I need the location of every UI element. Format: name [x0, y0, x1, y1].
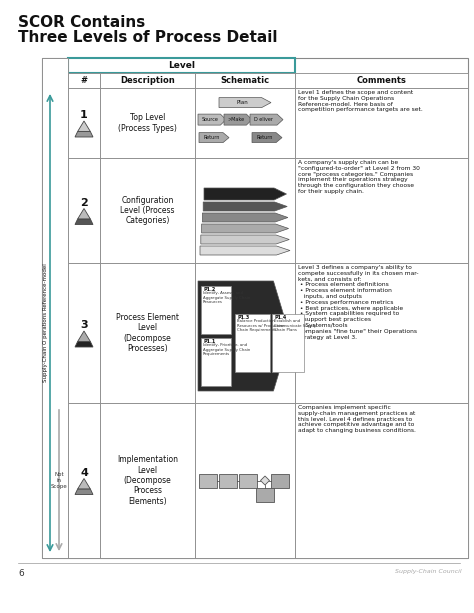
Text: P1.2: P1.2 [204, 287, 216, 292]
Bar [219, 473, 237, 487]
Text: Schematic: Schematic [220, 76, 270, 85]
Bar [195, 263, 295, 403]
Bar [295, 88, 468, 158]
Bar [195, 158, 295, 263]
Polygon shape [198, 114, 226, 125]
Bar [195, 403, 295, 558]
Bar [68, 403, 100, 558]
Bar [235, 314, 270, 371]
Bar [295, 403, 468, 558]
Text: Configuration
Level (Process
Categories): Configuration Level (Process Categories) [120, 196, 175, 226]
Text: 1: 1 [80, 110, 88, 120]
Bar [195, 88, 295, 158]
Bar [42, 58, 68, 558]
Text: Process Element
Level
(Decompose
Processes): Process Element Level (Decompose Process… [116, 313, 179, 353]
Text: Return: Return [203, 135, 220, 140]
Polygon shape [201, 224, 289, 233]
Bar [295, 158, 468, 263]
Bar [100, 88, 195, 158]
Polygon shape [219, 97, 271, 108]
Text: Level: Level [168, 61, 195, 70]
Bar [42, 58, 468, 558]
Bar [100, 403, 195, 558]
Text: A company's supply chain can be
"configured-to-order" at Level 2 from 30
core "p: A company's supply chain can be "configu… [298, 160, 420, 194]
Polygon shape [201, 235, 289, 244]
Bar [195, 73, 295, 88]
Text: Top Level
(Process Types): Top Level (Process Types) [118, 113, 177, 132]
Bar [100, 73, 195, 88]
Polygon shape [78, 208, 91, 219]
Text: Supply-Chain O perations Reference-model: Supply-Chain O perations Reference-model [44, 264, 48, 383]
Text: Three Levels of Process Detail: Three Levels of Process Detail [18, 30, 277, 45]
Polygon shape [202, 213, 288, 222]
Text: Return: Return [256, 135, 273, 140]
Text: Level 3 defines a company's ability to
compete successfully in its chosen mar-
k: Level 3 defines a company's ability to c… [298, 265, 419, 340]
Text: Not
in
Scope: Not in Scope [51, 472, 67, 489]
Bar [201, 338, 231, 386]
Text: >Make: >Make [227, 117, 244, 122]
Text: 4: 4 [80, 468, 88, 478]
Text: Plan: Plan [236, 100, 248, 105]
Polygon shape [78, 331, 91, 341]
Polygon shape [78, 121, 91, 131]
Bar [68, 73, 100, 88]
Text: 6: 6 [18, 569, 24, 578]
Text: 2: 2 [80, 197, 88, 207]
Text: #: # [81, 76, 88, 85]
Bar [68, 158, 100, 263]
Text: Implementation
Level
(Decompose
Process
Elements): Implementation Level (Decompose Process … [117, 455, 178, 506]
Polygon shape [204, 188, 286, 200]
Bar [199, 473, 217, 487]
Text: P1.3: P1.3 [238, 315, 250, 320]
Text: Comments: Comments [356, 76, 406, 85]
Text: Description: Description [120, 76, 175, 85]
Polygon shape [261, 476, 270, 485]
Polygon shape [198, 281, 290, 391]
Bar [100, 158, 195, 263]
Bar [272, 314, 304, 371]
Bar [68, 58, 295, 73]
Text: 3: 3 [80, 320, 88, 330]
Polygon shape [252, 132, 282, 143]
Text: Companies implement specific
supply-chain management practices at
this level. Le: Companies implement specific supply-chai… [298, 405, 416, 433]
Text: Source: Source [201, 117, 218, 122]
Text: P1.1: P1.1 [204, 339, 216, 344]
Text: Level 1 defines the scope and content
for the Supply Chain Operations
Reference-: Level 1 defines the scope and content fo… [298, 90, 423, 112]
Polygon shape [250, 114, 283, 125]
Text: D eliver: D eliver [255, 117, 273, 122]
Bar [272, 473, 290, 487]
Bar [295, 263, 468, 403]
Text: Supply-Chain Council: Supply-Chain Council [395, 569, 462, 574]
Polygon shape [75, 489, 93, 495]
Polygon shape [75, 131, 93, 137]
Text: Balance Production
Resources w/ Production
Chain Requirements: Balance Production Resources w/ Producti… [237, 319, 285, 332]
Polygon shape [78, 479, 91, 489]
Bar [239, 473, 257, 487]
Polygon shape [203, 202, 287, 211]
Polygon shape [75, 219, 93, 224]
Polygon shape [200, 246, 290, 255]
Bar [100, 263, 195, 403]
Polygon shape [224, 114, 252, 125]
Bar [68, 263, 100, 403]
Bar [256, 488, 274, 502]
Text: Establish and
Communicate Supply
Chain Plans: Establish and Communicate Supply Chain P… [274, 319, 316, 332]
Polygon shape [199, 132, 229, 143]
Text: Identify, Prioritize, and
Aggregate Supply Chain
Requirements: Identify, Prioritize, and Aggregate Supp… [203, 343, 250, 356]
Text: SCOR Contains: SCOR Contains [18, 15, 145, 30]
Text: P1.4: P1.4 [275, 315, 287, 320]
Bar [201, 286, 231, 334]
Polygon shape [75, 341, 93, 347]
Text: Identify, Assess, and
Aggregate Supply Chain
Resources: Identify, Assess, and Aggregate Supply C… [203, 291, 250, 304]
Bar [295, 73, 468, 88]
Bar [68, 88, 100, 158]
